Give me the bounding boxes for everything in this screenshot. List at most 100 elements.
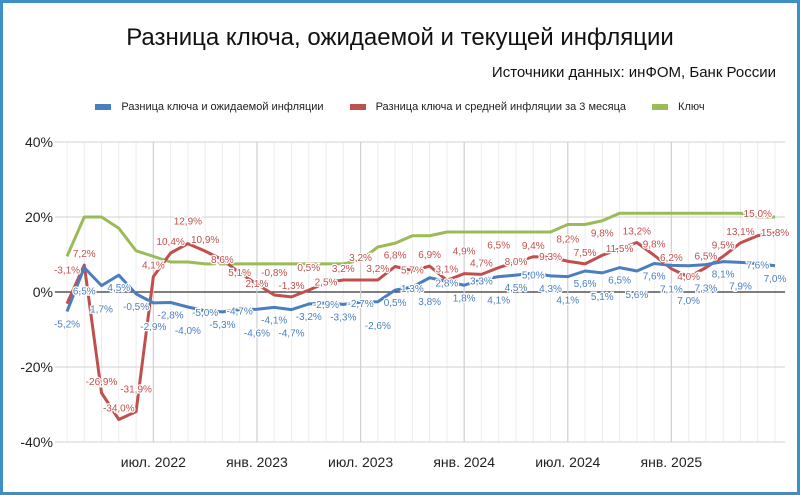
legend-label: Разница ключа и ожидаемой инфляции xyxy=(121,101,324,113)
x-tick-label: июл. 2022 xyxy=(121,454,186,470)
data-label: 3,1% xyxy=(436,264,459,275)
y-tick-label: 0% xyxy=(33,284,53,300)
data-label: -31,9% xyxy=(120,385,152,396)
series-line-1 xyxy=(65,231,776,421)
data-label: 7,1% xyxy=(660,284,683,295)
data-label: 5,7% xyxy=(401,266,424,277)
data-label: 3,2% xyxy=(349,253,372,264)
legend-swatch-red xyxy=(349,104,366,110)
data-label: 3,2% xyxy=(332,264,355,275)
data-label: -4,6% xyxy=(244,328,270,339)
x-tick-label: янв. 2024 xyxy=(433,454,495,470)
data-label: -4,1% xyxy=(261,315,287,326)
data-label: 15,0% xyxy=(744,209,772,220)
data-label: -4,0% xyxy=(175,326,201,337)
data-label: -34,0% xyxy=(103,404,135,415)
data-label: 5,6% xyxy=(625,290,648,301)
data-label: 6,2% xyxy=(660,253,683,264)
data-label: -3,2% xyxy=(296,312,322,323)
data-label: -2,8% xyxy=(158,311,184,322)
data-label: 9,5% xyxy=(712,240,735,251)
data-label: 11,5% xyxy=(606,244,634,255)
data-label: 6,9% xyxy=(418,250,441,261)
data-label: -3,1% xyxy=(54,266,80,277)
data-label: -26,9% xyxy=(86,377,118,388)
data-label: 10,9% xyxy=(191,235,219,246)
data-label: 4,0% xyxy=(677,272,700,283)
data-label: 13,1% xyxy=(726,227,754,238)
data-label: 2,5% xyxy=(315,278,338,289)
data-label: -5,3% xyxy=(209,320,235,331)
chart-subtitle: Источники данных: инФОМ, Банк России xyxy=(491,64,776,81)
data-label: 6,8% xyxy=(384,251,407,262)
x-tick-label: янв. 2023 xyxy=(226,454,288,470)
data-label: 1,8% xyxy=(453,293,476,304)
data-label: -3,3% xyxy=(330,312,356,323)
data-label: -2,9% xyxy=(140,322,166,333)
data-label: 12,9% xyxy=(174,217,202,228)
data-label: 2,8% xyxy=(436,279,459,290)
y-tick-label: 20% xyxy=(25,209,53,225)
data-label: -5,0% xyxy=(192,308,218,319)
data-label: 2,1% xyxy=(246,279,269,290)
data-label: 13,2% xyxy=(623,227,651,238)
data-label: 9,3% xyxy=(539,252,562,263)
legend-swatch-blue xyxy=(95,104,112,110)
data-label: 7,0% xyxy=(764,274,787,285)
x-tick-label: янв. 2025 xyxy=(641,454,703,470)
data-label: -2,7% xyxy=(347,299,373,310)
data-label: 6,5% xyxy=(695,252,718,263)
chart-title: Разница ключа, ожидаемой и текущей инфля… xyxy=(126,24,674,51)
data-label: 7,9% xyxy=(729,281,752,292)
y-tick-label: 40% xyxy=(25,134,53,150)
data-label: 0,5% xyxy=(384,298,407,309)
data-label: 6,5% xyxy=(73,287,96,298)
data-label: -0,8% xyxy=(261,268,287,279)
legend-item-expected: Разница ключа и ожидаемой инфляции xyxy=(95,101,324,113)
data-label: 3,3% xyxy=(470,277,493,288)
data-label: -0,5% xyxy=(123,302,149,313)
data-label: 15,8% xyxy=(761,228,789,239)
data-label: 4,5% xyxy=(505,283,528,294)
data-label: 9,8% xyxy=(591,228,614,239)
data-label: 6,5% xyxy=(608,276,631,287)
y-tick-label: -20% xyxy=(20,359,53,375)
x-tick-label: июл. 2024 xyxy=(535,454,600,470)
data-label: 8,1% xyxy=(712,270,735,281)
data-label: 5,6% xyxy=(574,279,597,290)
data-label: -2,9% xyxy=(313,300,339,311)
data-label: 7,6% xyxy=(643,272,666,283)
data-label: 3,8% xyxy=(418,297,441,308)
data-label: 7,5% xyxy=(574,248,597,259)
legend-item-3month: Разница ключа и средней инфляции за 3 ме… xyxy=(349,101,627,113)
data-label: 5,1% xyxy=(591,292,614,303)
data-label: -4,7% xyxy=(227,307,253,318)
y-tick-label: -40% xyxy=(20,434,53,450)
data-label: 4,1% xyxy=(142,261,165,272)
legend-label: Ключ xyxy=(678,101,705,113)
data-label: 7,2% xyxy=(73,249,96,260)
data-label: -2,6% xyxy=(365,321,391,332)
x-tick-label: июл. 2023 xyxy=(328,454,393,470)
data-label: 4,1% xyxy=(487,296,510,307)
data-label: 4,1% xyxy=(556,296,579,307)
data-label: 9,8% xyxy=(643,239,666,250)
data-label: 4,3% xyxy=(539,284,562,295)
data-label: 6,5% xyxy=(487,241,510,252)
data-label: 4,5% xyxy=(107,283,130,294)
data-label: 8,6% xyxy=(211,255,234,266)
legend-label: Разница ключа и средней инфляции за 3 ме… xyxy=(375,101,627,113)
data-label: 5,0% xyxy=(522,270,545,281)
data-label: 1,3% xyxy=(401,284,424,295)
data-label: 8,2% xyxy=(556,234,579,245)
data-label: 10,4% xyxy=(156,237,184,248)
data-label: 5,1% xyxy=(228,268,251,279)
data-label: 4,9% xyxy=(453,247,476,258)
data-label: -5,2% xyxy=(54,320,80,331)
data-label: 0,5% xyxy=(297,263,320,274)
series-line-0 xyxy=(65,260,776,314)
legend-item-key: Ключ xyxy=(652,101,705,113)
data-label: 8,0% xyxy=(505,257,528,268)
data-label: 9,4% xyxy=(522,241,545,252)
